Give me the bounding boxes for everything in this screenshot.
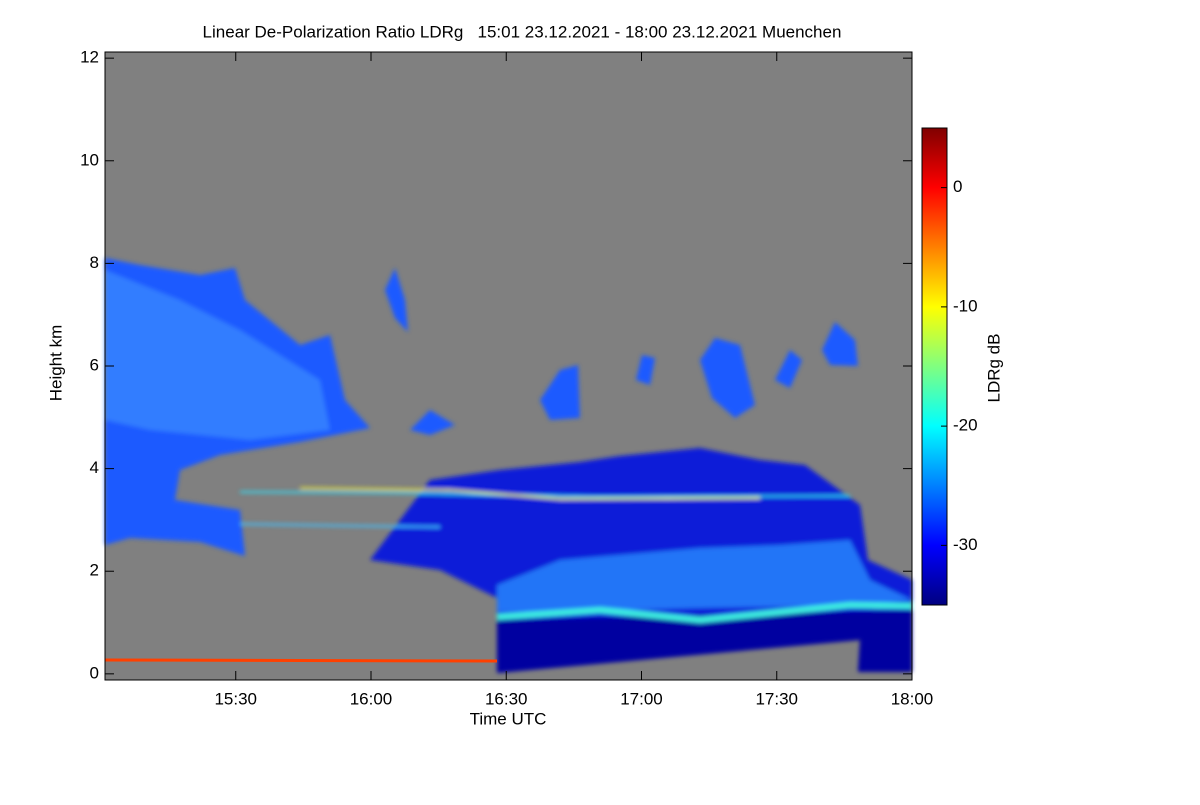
x-tick-label: 18:00 [891,689,934,708]
colorbar-label: LDRg dB [984,334,1003,403]
colorbar [921,127,948,606]
chart-title: Linear De-Polarization Ratio LDRg 15:01 … [203,22,842,41]
x-tick-label: 17:30 [755,689,798,708]
y-tick-label: 0 [90,663,99,682]
colorbar-tick-label: 0 [953,177,962,196]
y-axis-label: Height km [46,325,65,402]
x-tick-label: 15:30 [214,689,257,708]
x-axis-label: Time UTC [470,709,547,728]
x-tick-label: 16:00 [350,689,393,708]
x-tick-label: 16:30 [485,689,528,708]
colorbar-tick-label: -10 [953,296,978,315]
y-tick-label: 4 [90,458,99,477]
backscatter-field [105,258,913,673]
y-tick-label: 2 [90,561,99,580]
y-tick-label: 12 [80,48,99,67]
y-tick-label: 10 [80,150,99,169]
x-tick-label: 17:00 [620,689,663,708]
y-tick-label: 8 [90,253,99,272]
y-tick-label: 6 [90,355,99,374]
colorbar-tick-label: -30 [953,535,978,554]
colorbar-tick-label: -20 [953,416,978,435]
surface-layer [104,658,498,663]
